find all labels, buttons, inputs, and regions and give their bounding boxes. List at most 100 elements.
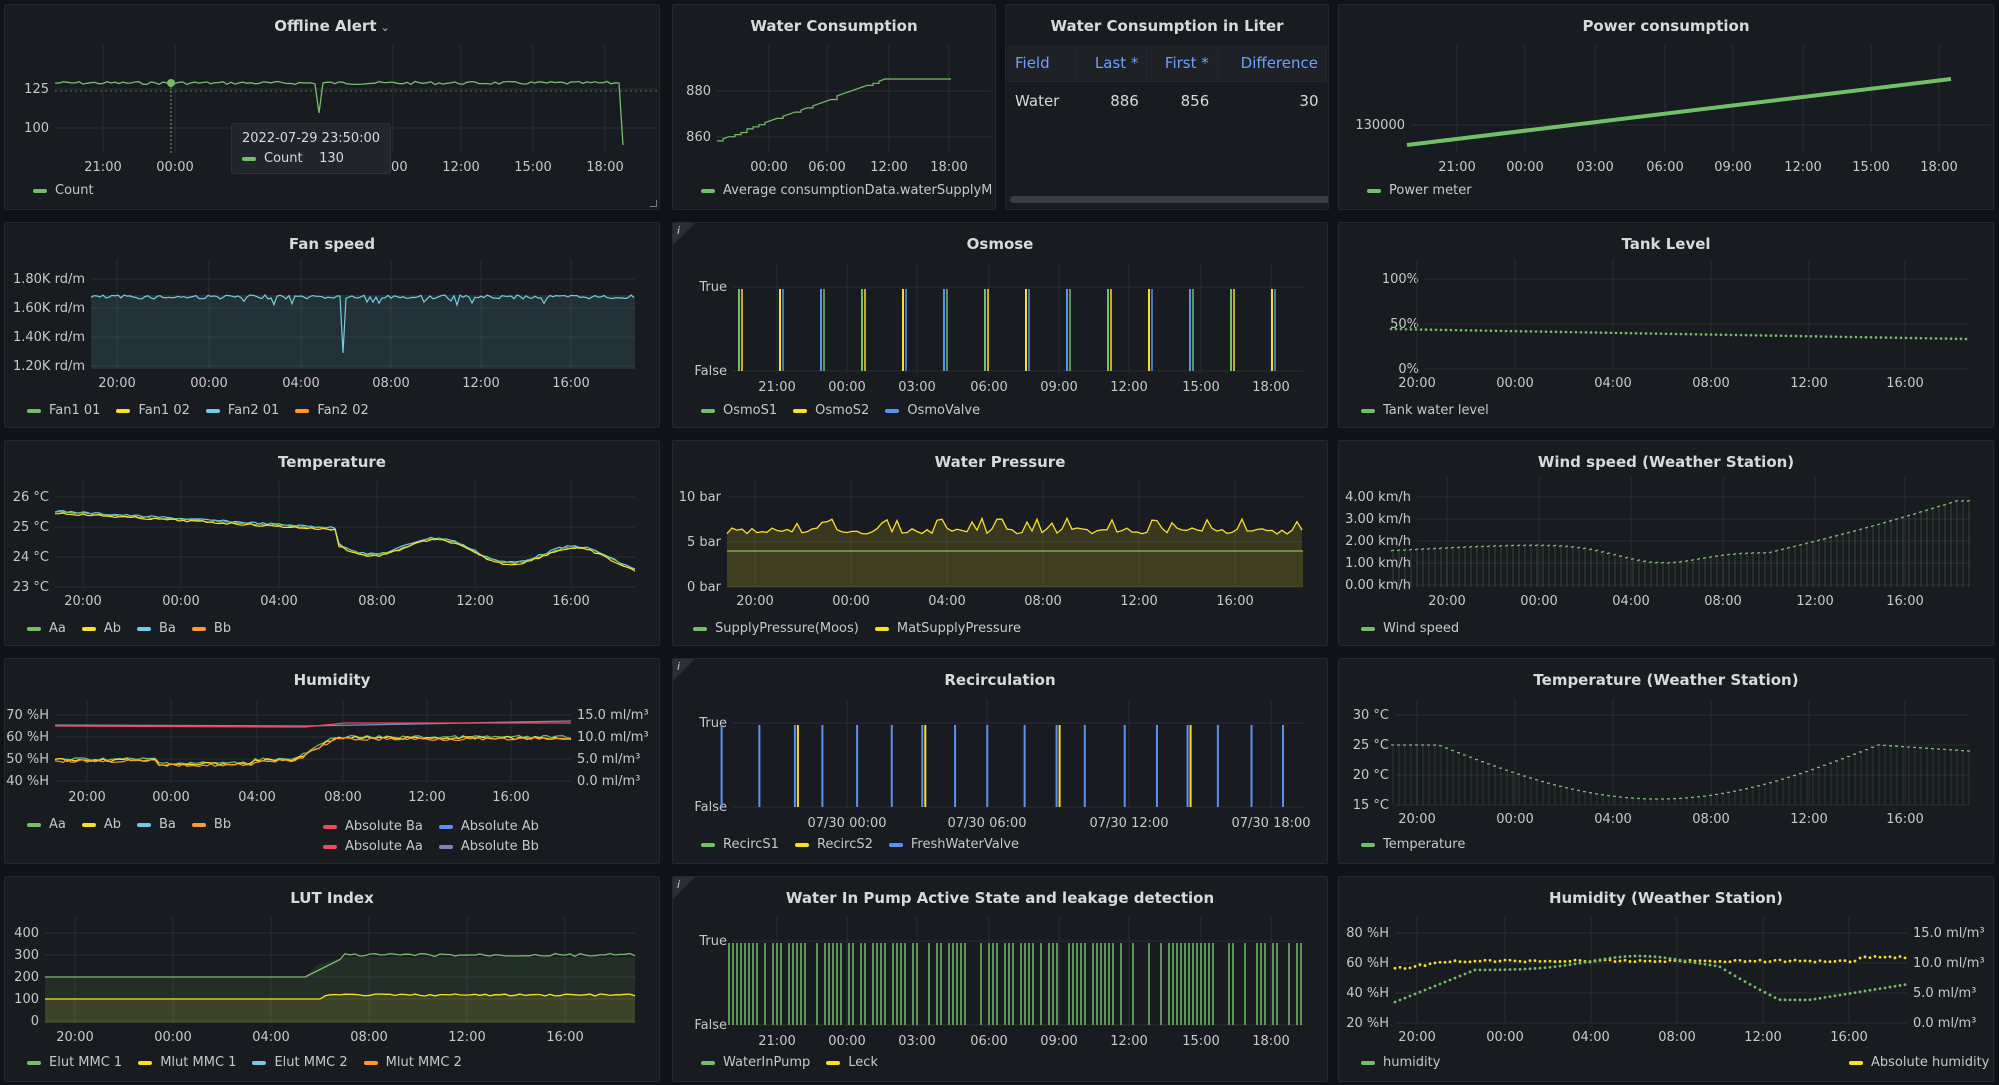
panel-title-ws-humidity[interactable]: Humidity (Weather Station) xyxy=(1548,889,1784,907)
legend-item[interactable]: Absolute Bb xyxy=(438,837,539,857)
panel-title-tank-level[interactable]: Tank Level xyxy=(1621,235,1711,253)
legend-item[interactable]: Absolute Ba xyxy=(323,817,423,837)
chart-ws-humidity[interactable]: 80 %H 60 %H 40 %H 20 %H 20:00 00:00 04:00 08:00… xyxy=(1339,877,1994,1082)
panel-title-temperature[interactable]: Temperature xyxy=(278,453,386,471)
data-point xyxy=(1419,328,1423,331)
legend-item[interactable]: Bb xyxy=(191,621,231,636)
panel-title-osmose[interactable]: Osmose xyxy=(966,235,1034,253)
data-point xyxy=(1898,955,1902,958)
legend-item[interactable]: Ab xyxy=(81,621,121,636)
legend-item[interactable]: Fan1 02 xyxy=(116,403,190,418)
legend-item[interactable]: Leck xyxy=(826,1055,878,1070)
legend-item[interactable]: Count xyxy=(33,183,94,198)
data-point xyxy=(1450,546,1455,549)
legend-item[interactable]: Ba xyxy=(137,817,176,832)
legend-item[interactable]: Absolute humidity xyxy=(1849,1055,1989,1070)
panel-title-power-consumption[interactable]: Power consumption xyxy=(1582,17,1750,35)
chart-humidity[interactable]: 70 %H 60 %H 50 %H 40 %H 20:00 00:00 04:00 08:00… xyxy=(5,659,660,864)
chart-lut-index[interactable]: 400 300 200 100 0 20:00 00:00 04:00 08:00 12:00 16… xyxy=(5,877,660,1082)
data-point xyxy=(1458,974,1462,978)
panel-title-ws-temperature[interactable]: Temperature (Weather Station) xyxy=(1533,671,1799,689)
legend-swatch xyxy=(701,408,715,413)
panel-title-recirculation[interactable]: Recirculation xyxy=(944,671,1056,689)
panel-title-lut-index[interactable]: LUT Index xyxy=(290,889,374,907)
legend-item[interactable]: Temperature xyxy=(1361,837,1465,852)
legend-item[interactable]: Aa xyxy=(27,817,66,832)
column-header-first[interactable]: First * xyxy=(1146,45,1218,82)
chart-fan-speed[interactable]: 1.80K rd/m 1.60K rd/m 1.40K rd/m 1.20K rd/m… xyxy=(5,223,660,428)
legend-item[interactable]: Power meter xyxy=(1367,183,1472,198)
legend-item[interactable]: Mlut MMC 2 xyxy=(363,1055,462,1070)
data-point xyxy=(1426,547,1431,550)
info-icon[interactable]: i xyxy=(673,659,695,681)
legend-item[interactable]: WaterInPump xyxy=(701,1055,810,1070)
info-icon[interactable]: i xyxy=(673,223,695,245)
column-header-last[interactable]: Last * xyxy=(1076,45,1148,82)
data-point xyxy=(1944,337,1948,340)
panel-title-fan-speed[interactable]: Fan speed xyxy=(288,235,376,253)
data-point xyxy=(1498,544,1503,547)
legend-item[interactable]: Fan1 01 xyxy=(27,403,100,418)
chart-water-pump[interactable]: True False 21:00 00:00 03:00 06:00 09:00 12:00 1… xyxy=(673,877,1328,1082)
horizontal-scrollbar[interactable] xyxy=(1010,196,1328,203)
resize-handle[interactable] xyxy=(650,200,657,207)
legend-item[interactable]: humidity xyxy=(1361,1055,1440,1070)
legend-item[interactable]: Ba xyxy=(137,621,176,636)
data-point xyxy=(1456,546,1461,549)
legend-lut-index: Elut MMC 1 Mlut MMC 1 Elut MMC 2 Mlut MMC 2 xyxy=(27,1055,478,1070)
legend-item[interactable]: FreshWaterValve xyxy=(888,837,1019,852)
legend-item[interactable]: Tank water level xyxy=(1361,403,1489,418)
chart-water-consumption[interactable]: 880 860 00:00 06:00 12:00 18:00 xyxy=(673,5,996,210)
legend-item[interactable]: OsmoValve xyxy=(885,403,980,418)
legend-item[interactable]: Fan2 02 xyxy=(295,403,369,418)
chart-tank-level[interactable]: 100% 50% 0%20:00 00:00 04:00 08:00 12:00 16:00 xyxy=(1339,223,1994,428)
cell-difference: 30 xyxy=(1217,81,1327,120)
data-point xyxy=(1428,962,1432,966)
chart-wind-speed[interactable]: 4.00 km/h 3.00 km/h 2.00 km/h 1.00 km/h 0.00… xyxy=(1339,441,1994,646)
chart-recirculation[interactable]: True False 07/30 00:00 07/30 06:00 07/30 12:… xyxy=(673,659,1328,864)
legend-item[interactable]: Absolute Aa xyxy=(323,837,423,857)
chart-water-pressure[interactable]: 10 bar 5 bar 0 bar 20:00 00:00 04:00 08:00 12:0… xyxy=(673,441,1328,646)
chart-temperature[interactable]: 26 °C 25 °C 24 °C 23 °C 20:00 00:00 04:00 08:00… xyxy=(5,441,660,646)
data-point xyxy=(1534,330,1538,333)
data-point xyxy=(1420,547,1425,551)
legend-item[interactable]: Elut MMC 1 xyxy=(27,1055,122,1070)
legend-item[interactable]: Elut MMC 2 xyxy=(252,1055,348,1070)
panel-title-wind-speed[interactable]: Wind speed (Weather Station) xyxy=(1537,453,1795,471)
x-tick-label: 16:00 xyxy=(1830,1030,1867,1045)
legend-item[interactable]: Ab xyxy=(81,817,121,832)
legend-item[interactable]: Fan2 01 xyxy=(205,403,279,418)
legend-item[interactable]: RecircS1 xyxy=(701,837,779,852)
hover-point xyxy=(167,79,175,87)
chart-ws-temperature[interactable]: 30 °C 25 °C 20 °C 15 °C 20:00 00:00 04:00 08:00… xyxy=(1339,659,1994,864)
data-point xyxy=(1748,982,1752,986)
data-point xyxy=(1408,966,1412,970)
legend-item[interactable]: OsmoS2 xyxy=(793,403,869,418)
panel-title-water-consumption[interactable]: Water Consumption xyxy=(750,17,918,35)
legend-item[interactable]: Absolute Ab xyxy=(438,817,539,837)
x-tick-label: 21:00 xyxy=(84,160,121,175)
legend-item[interactable]: Bb xyxy=(191,817,231,832)
data-point xyxy=(1744,552,1749,555)
panel-title-water-liter[interactable]: Water Consumption in Liter xyxy=(1050,17,1284,35)
panel-title-water-pressure[interactable]: Water Pressure xyxy=(934,453,1066,471)
legend-item[interactable]: Aa xyxy=(27,621,66,636)
chart-osmose[interactable]: True False 21:00 00:00 03:00 06:00 09:00 12:00 1… xyxy=(673,223,1328,428)
panel-title-offline-alert[interactable]: Offline Alert ⌄ xyxy=(274,17,390,35)
legend-item[interactable]: SupplyPressure(Moos) xyxy=(693,621,859,636)
column-header-difference[interactable]: Difference xyxy=(1217,45,1328,82)
legend-item[interactable]: Average consumptionData.waterSupplyMa xyxy=(701,183,991,198)
legend-item[interactable]: Wind speed xyxy=(1361,621,1459,636)
chevron-down-icon[interactable]: ⌄ xyxy=(380,21,390,34)
panel-title-water-pump[interactable]: Water In Pump Active State and leakage d… xyxy=(785,889,1215,907)
column-header-field[interactable]: Field xyxy=(1007,45,1078,82)
info-icon[interactable]: i xyxy=(673,877,695,899)
chart-power-consumption[interactable]: 130000 21:00 00:00 03:00 06:00 09:00 12:00 15:0… xyxy=(1339,5,1994,210)
panel-title-humidity[interactable]: Humidity xyxy=(293,671,371,689)
legend-item[interactable]: RecircS2 xyxy=(794,837,873,852)
legend-item[interactable]: OsmoS1 xyxy=(701,403,777,418)
legend-item[interactable]: Mlut MMC 1 xyxy=(138,1055,236,1070)
legend-item[interactable]: MatSupplyPressure xyxy=(874,621,1021,636)
data-point xyxy=(1503,968,1507,972)
